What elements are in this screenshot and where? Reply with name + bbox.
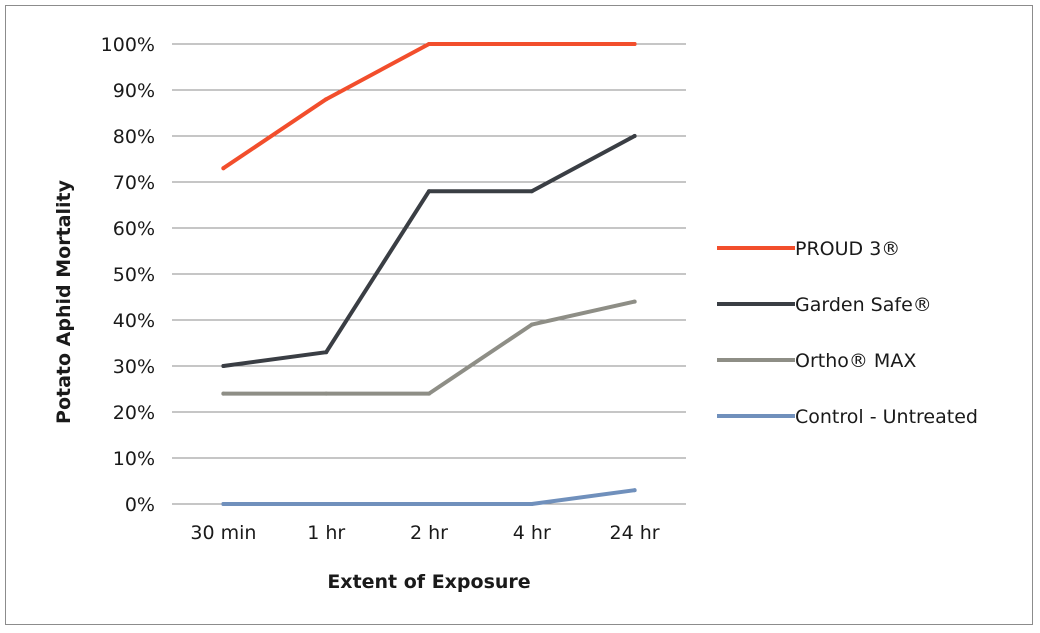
legend-label: Garden Safe®	[795, 294, 932, 316]
data-point	[324, 502, 329, 506]
series-line	[221, 299, 637, 396]
data-point	[221, 391, 226, 396]
data-point	[427, 42, 431, 46]
legend-label: Control - Untreated	[795, 406, 978, 428]
series-line	[221, 488, 637, 506]
legend-item: Ortho® MAX	[717, 350, 916, 372]
x-tick-label: 24 hr	[610, 522, 660, 544]
series-line	[221, 42, 637, 171]
series-line	[221, 134, 637, 368]
data-point	[324, 97, 329, 102]
x-tick-labels: 30 min 1 hr 2 hr 4 hr 24 hr	[190, 522, 659, 544]
legend-label: PROUD 3®	[795, 238, 900, 260]
data-point	[632, 134, 637, 138]
data-point	[632, 42, 637, 46]
y-tick-label: 80%	[113, 126, 155, 148]
data-point	[529, 42, 534, 46]
data-point	[632, 488, 637, 493]
x-tick-label: 30 min	[190, 522, 256, 544]
series-group	[221, 134, 637, 368]
data-point	[324, 391, 329, 396]
gridlines	[172, 43, 686, 505]
data-point	[427, 502, 431, 506]
data-point	[221, 502, 226, 506]
series-group	[221, 488, 637, 506]
series-group	[221, 299, 637, 396]
data-point	[427, 189, 431, 194]
series-lines	[221, 42, 637, 506]
x-tick-label: 2 hr	[410, 522, 448, 544]
y-tick-label: 50%	[113, 264, 155, 286]
y-tick-label: 70%	[113, 172, 155, 194]
legend-item: Control - Untreated	[717, 406, 978, 428]
y-tick-labels: 0% 10% 20% 30% 40% 50% 60% 70% 80% 90% 100%	[101, 34, 155, 516]
y-axis-title: Potato Aphid Mortality	[53, 179, 75, 424]
legend: PROUD 3® Garden Safe® Ortho® MAX Control - …	[717, 238, 978, 428]
y-tick-label: 90%	[113, 80, 155, 102]
y-tick-label: 100%	[101, 34, 155, 56]
data-point	[529, 189, 534, 194]
data-point	[529, 502, 534, 506]
y-tick-label: 10%	[113, 448, 155, 470]
data-point	[427, 391, 431, 396]
legend-item: Garden Safe®	[717, 294, 932, 316]
y-tick-label: 20%	[113, 402, 155, 424]
data-point	[529, 322, 534, 327]
data-point	[632, 299, 637, 304]
y-tick-label: 60%	[113, 218, 155, 240]
data-point	[221, 364, 226, 368]
data-point	[324, 350, 329, 355]
data-point	[221, 166, 226, 171]
x-tick-label: 4 hr	[513, 522, 551, 544]
x-tick-label: 1 hr	[307, 522, 345, 544]
chart-frame	[5, 5, 1033, 625]
legend-item: PROUD 3®	[717, 238, 900, 260]
series-group	[221, 42, 637, 171]
y-tick-label: 0%	[125, 494, 155, 516]
y-tick-label: 30%	[113, 356, 155, 378]
legend-label: Ortho® MAX	[795, 350, 916, 372]
y-tick-label: 40%	[113, 310, 155, 332]
x-axis-title: Extent of Exposure	[327, 571, 530, 593]
